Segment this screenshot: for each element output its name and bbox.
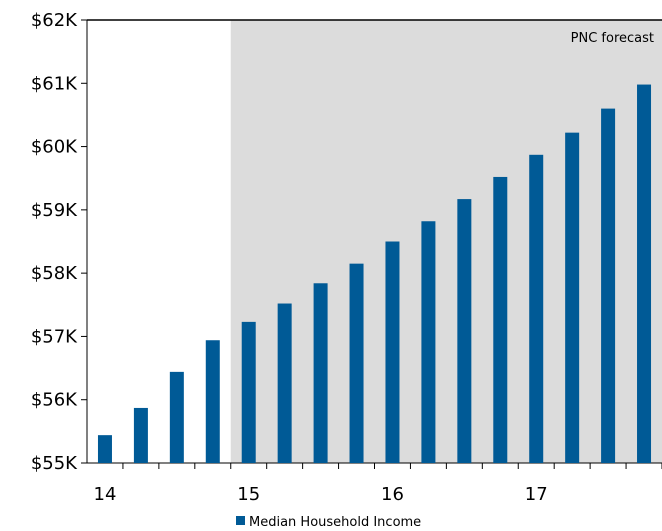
- bar: [637, 84, 652, 464]
- x-tick-label: 15: [237, 484, 260, 505]
- y-tick-label: $55K: [31, 453, 78, 474]
- bar: [529, 154, 544, 463]
- y-tick-label: $57K: [31, 326, 78, 347]
- bar: [457, 199, 472, 463]
- bar: [97, 435, 112, 463]
- bar: [349, 263, 364, 463]
- bar: [169, 371, 184, 463]
- bar: [421, 221, 436, 463]
- y-tick-label: $59K: [31, 200, 78, 221]
- bar: [277, 303, 292, 463]
- x-tick-label: 16: [381, 484, 404, 505]
- x-tick-label: 17: [525, 484, 548, 505]
- x-axis-ticks: 14 15 16 17: [94, 463, 662, 505]
- bar: [313, 283, 328, 463]
- bar: [241, 321, 256, 463]
- bar: [493, 176, 508, 463]
- legend-swatch: [236, 516, 245, 525]
- y-axis-ticks: $55K $56K $57K $58K $59K $60K $61K $62K: [31, 10, 87, 474]
- bar: [205, 340, 220, 463]
- y-tick-label: $61K: [31, 73, 78, 94]
- bar-series: [97, 84, 652, 464]
- y-tick-label: $58K: [31, 263, 78, 284]
- y-tick-label: $60K: [31, 137, 78, 158]
- bar: [133, 407, 148, 463]
- forecast-label: PNC forecast: [571, 31, 654, 46]
- x-tick-label: 14: [94, 484, 117, 505]
- bar: [601, 108, 616, 463]
- forecast-region: [230, 20, 662, 463]
- legend-label: Median Household Income: [249, 515, 421, 530]
- y-tick-label: $56K: [31, 390, 78, 411]
- y-tick-label: $62K: [31, 10, 78, 31]
- bar: [565, 132, 580, 464]
- legend: Median Household Income: [236, 515, 421, 530]
- bar: [385, 241, 400, 463]
